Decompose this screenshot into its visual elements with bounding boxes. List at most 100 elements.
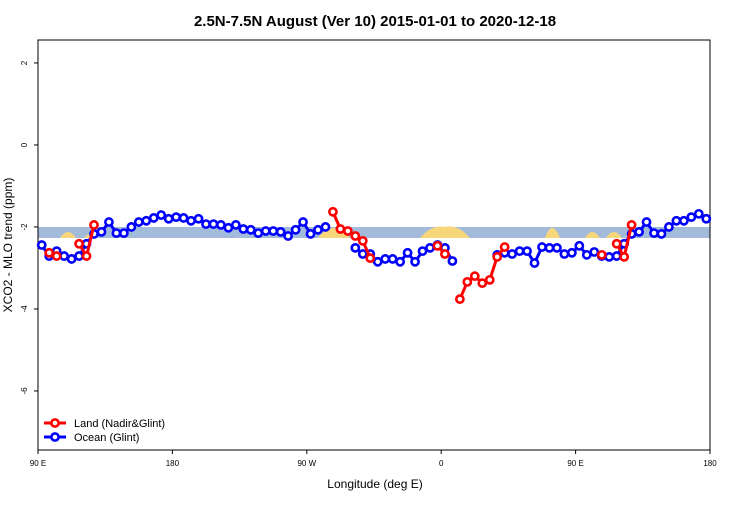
- data-point: [619, 251, 630, 262]
- data-point: [589, 247, 600, 257]
- data-point: [611, 251, 622, 261]
- data-point: [701, 213, 712, 224]
- data-point: [283, 231, 294, 241]
- data-point: [193, 213, 204, 224]
- data-point: [484, 274, 495, 285]
- data-point: [365, 253, 376, 264]
- data-point: [372, 256, 383, 267]
- data-point: [596, 249, 607, 260]
- data-point: [574, 240, 585, 251]
- legend-label: Land (Nadir&Glint): [74, 418, 165, 430]
- data-point: [163, 213, 174, 224]
- x-tick-label: 90 W: [297, 459, 316, 468]
- data-point: [454, 294, 465, 305]
- data-point: [178, 213, 189, 223]
- data-point: [44, 247, 55, 258]
- data-point: [537, 242, 547, 252]
- data-point: [693, 208, 704, 219]
- data-point: [447, 256, 458, 266]
- data-point: [566, 247, 577, 258]
- data-point: [656, 229, 667, 239]
- legend: Land (Nadir&Glint) Ocean (Glint): [44, 418, 165, 444]
- plot-frame: [37, 39, 711, 451]
- data-point: [357, 235, 368, 246]
- x-tick-label: 180: [166, 459, 180, 468]
- data-point: [402, 247, 413, 258]
- data-point: [66, 254, 77, 264]
- data-point: [342, 226, 353, 236]
- data-point: [507, 249, 518, 259]
- data-point: [469, 271, 480, 282]
- data-point: [499, 242, 510, 252]
- data-point: [328, 206, 338, 217]
- data-point: [208, 219, 219, 229]
- data-point: [678, 215, 689, 226]
- data-point: [492, 251, 503, 262]
- chart-title: 2.5N-7.5N August (Ver 10) 2015-01-01 to …: [194, 13, 556, 30]
- data-point: [686, 212, 697, 223]
- data-point: [380, 254, 391, 264]
- data-point: [410, 256, 420, 267]
- data-point: [529, 258, 540, 268]
- data-point: [514, 246, 525, 257]
- surface-band: [38, 226, 710, 238]
- data-point: [89, 220, 99, 230]
- data-point: [36, 240, 47, 250]
- data-point: [298, 217, 308, 227]
- data-point: [671, 215, 682, 226]
- data-point: [425, 242, 435, 253]
- data-point: [664, 222, 674, 232]
- x-tick-label: 0: [439, 459, 444, 468]
- data-point: [417, 246, 428, 257]
- data-point: [268, 226, 279, 236]
- data-point: [552, 242, 562, 253]
- data-point: [275, 226, 286, 237]
- x-tick-label: 90 E: [30, 459, 46, 468]
- x-tick-label: 90 E: [567, 459, 583, 468]
- data-point: [245, 224, 256, 235]
- y-tick-label: 2: [20, 60, 29, 65]
- data-point: [59, 251, 70, 261]
- data-point: [320, 222, 331, 232]
- data-point: [141, 215, 152, 226]
- data-point: [581, 249, 592, 260]
- data-point: [387, 254, 398, 264]
- data-point: [290, 224, 301, 235]
- data-point: [133, 217, 144, 227]
- data-point: [350, 242, 361, 253]
- data-point: [186, 215, 196, 226]
- data-point: [74, 238, 84, 249]
- data-point: [395, 256, 406, 267]
- data-point: [544, 242, 555, 253]
- data-point: [313, 224, 323, 235]
- data-point: [148, 213, 159, 223]
- data-point: [253, 228, 264, 239]
- data-point: [350, 231, 361, 241]
- data-point: [305, 229, 316, 239]
- data-point: [432, 240, 443, 251]
- legend-marker: [50, 418, 60, 428]
- data-point: [230, 220, 241, 230]
- data-point: [559, 249, 570, 259]
- data-point: [611, 238, 622, 249]
- data-point: [634, 226, 644, 237]
- data-point: [335, 224, 346, 234]
- y-tick-label: 0: [20, 142, 29, 147]
- data-point: [522, 246, 532, 257]
- data-point: [260, 226, 271, 236]
- x-tick-label: 180: [703, 459, 717, 468]
- y-tick-label: -4: [20, 305, 29, 313]
- data-point: [462, 276, 473, 287]
- y-tick-label: -2: [20, 223, 29, 231]
- data-point: [238, 224, 249, 234]
- data-point: [626, 220, 637, 230]
- data-point: [357, 249, 368, 259]
- data-point: [118, 228, 129, 239]
- data-point: [223, 222, 234, 233]
- data-point: [604, 251, 615, 262]
- data-point: [649, 228, 659, 239]
- data-point: [477, 278, 488, 289]
- data-point: [201, 219, 211, 229]
- y-axis-title: XCO2 - MLO trend (ppm): [1, 178, 15, 313]
